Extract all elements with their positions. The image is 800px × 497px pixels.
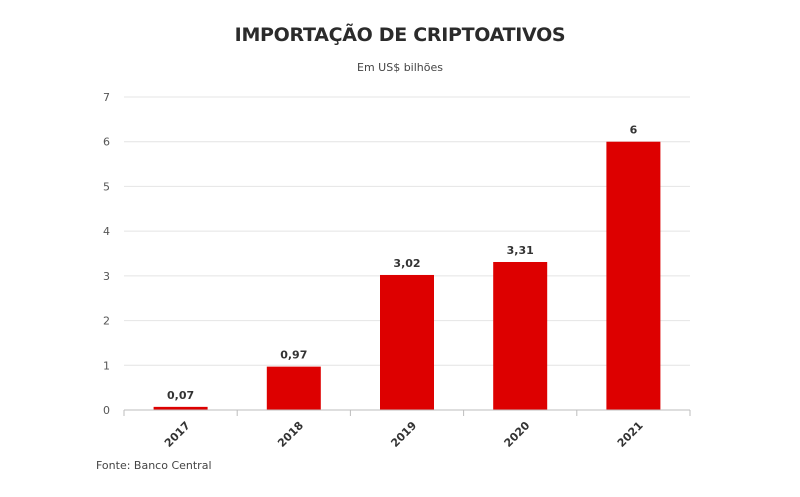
y-tick-label: 2 xyxy=(103,315,110,328)
bar-2020 xyxy=(493,261,548,410)
y-tick-label: 1 xyxy=(103,359,110,372)
x-tick-label-2017: 2017 xyxy=(162,419,193,450)
bar-2021 xyxy=(606,141,661,410)
bar-2019 xyxy=(380,274,434,410)
data-label-2018: 0,97 xyxy=(280,349,307,362)
x-tick-label-2020: 2020 xyxy=(502,419,533,450)
chart-title: IMPORTAÇÃO DE CRIPTOATIVOS xyxy=(234,24,566,46)
y-tick-label: 4 xyxy=(103,225,110,238)
y-tick-label: 6 xyxy=(103,136,110,149)
y-tick-label: 7 xyxy=(103,91,110,104)
x-tick-label-2019: 2019 xyxy=(388,419,419,450)
bar-2017 xyxy=(153,406,208,410)
x-axis-ticks: 2017 2018 2019 2020 2021 xyxy=(162,419,646,450)
x-tick-label-2021: 2021 xyxy=(615,419,646,450)
data-label-2021: 6 xyxy=(630,124,638,137)
y-tick-label: 0 xyxy=(103,404,110,417)
data-labels: 0,07 0,97 3,02 3,31 6 xyxy=(167,124,638,402)
source-note: Fonte: Banco Central xyxy=(96,459,212,472)
data-label-2019: 3,02 xyxy=(393,257,420,270)
bars xyxy=(153,141,661,410)
chart-subtitle: Em US$ bilhões xyxy=(357,61,443,74)
bar-2018 xyxy=(266,366,321,410)
x-tick-label-2018: 2018 xyxy=(275,419,306,450)
gridlines xyxy=(124,96,690,366)
y-axis-ticks: 0 1 2 3 4 5 6 7 xyxy=(103,91,110,417)
data-label-2020: 3,31 xyxy=(507,244,534,257)
y-tick-label: 3 xyxy=(103,270,110,283)
x-axis xyxy=(123,409,691,416)
data-label-2017: 0,07 xyxy=(167,389,194,402)
y-tick-label: 5 xyxy=(103,180,110,193)
